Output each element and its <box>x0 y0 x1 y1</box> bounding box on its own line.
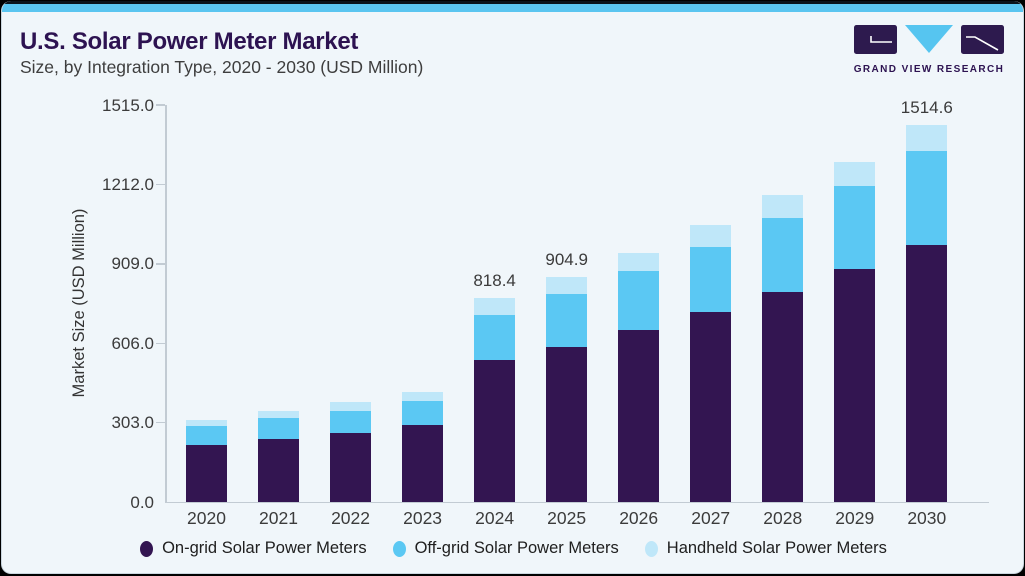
bar-total-label: 1514.6 <box>900 97 953 117</box>
y-tick-mark <box>156 263 165 265</box>
legend-dot <box>140 540 154 557</box>
bar-2026-off-grid <box>618 271 660 331</box>
x-tick-label: 2024 <box>475 508 515 528</box>
bar-2028-handheld <box>762 194 804 219</box>
bar-2029-handheld <box>834 162 876 186</box>
bar-2024-handheld <box>474 298 516 315</box>
y-axis-title: Market Size (USD Million) <box>70 208 88 398</box>
y-tick-label: 909.0 <box>111 254 154 274</box>
legend-label: On-grid Solar Power Meters <box>162 539 367 557</box>
x-axis-line <box>165 501 989 503</box>
x-tick-label: 2025 <box>547 508 587 528</box>
page-title: U.S. Solar Power Meter Market <box>20 28 359 55</box>
logo-text: GRAND VIEW RESEARCH <box>853 64 1005 75</box>
y-tick-label: 1515.0 <box>102 95 154 115</box>
bar-2030-on-grid <box>906 244 948 502</box>
bar-2023-off-grid <box>402 400 444 426</box>
top-dark-edge <box>2 1 1023 4</box>
bar-2030-off-grid <box>906 150 948 245</box>
legend-dot <box>644 540 658 557</box>
y-tick-label: 606.0 <box>111 333 154 353</box>
bar-2020-handheld <box>186 420 227 427</box>
bar-2025-handheld <box>546 276 588 295</box>
bar-2021-off-grid <box>258 417 300 440</box>
legend-label: Handheld Solar Power Meters <box>666 539 887 557</box>
legend-item-handheld: Handheld Solar Power Meters <box>644 539 887 558</box>
bar-2030-handheld <box>906 124 948 151</box>
y-tick-label: 1212.0 <box>102 175 154 195</box>
page-subtitle: Size, by Integration Type, 2020 - 2030 (… <box>20 57 424 77</box>
y-tick-mark <box>156 342 165 345</box>
bar-2026-on-grid <box>618 330 660 502</box>
bar-2028-off-grid <box>762 218 804 292</box>
x-tick-label: 2023 <box>403 508 443 528</box>
x-tick-label: 2029 <box>835 508 875 528</box>
bar-2023-handheld <box>402 391 444 401</box>
x-tick-label: 2020 <box>187 508 226 528</box>
bar-2026-handheld <box>618 252 660 272</box>
bar-2029-on-grid <box>834 268 876 502</box>
bar-2022-handheld <box>330 401 372 411</box>
x-tick-label: 2030 <box>907 508 947 528</box>
legend-dot <box>392 540 406 557</box>
bar-2024-off-grid <box>474 314 516 361</box>
x-tick-label: 2022 <box>331 508 371 528</box>
bar-2024-on-grid <box>474 360 516 502</box>
bar-2025-on-grid <box>546 346 588 502</box>
bar-2021-handheld <box>258 411 300 418</box>
x-tick-label: 2021 <box>259 508 298 528</box>
y-tick-mark <box>156 104 165 106</box>
bar-2022-on-grid <box>330 432 372 502</box>
y-tick-mark <box>156 421 165 424</box>
legend-item-off-grid: Off-grid Solar Power Meters <box>392 539 619 558</box>
bar-2023-on-grid <box>402 425 444 502</box>
x-tick-label: 2026 <box>619 508 659 528</box>
y-tick-mark <box>156 183 165 186</box>
bar-2020-off-grid <box>186 426 227 445</box>
chart-legend: On-grid Solar Power Meters Off-grid Solar… <box>2 539 1023 558</box>
y-tick-label: 303.0 <box>111 413 154 433</box>
bar-2021-on-grid <box>258 439 300 502</box>
x-tick-label: 2027 <box>691 508 731 528</box>
bar-total-label: 904.9 <box>545 249 588 269</box>
gvr-logo-icon <box>854 25 1004 54</box>
x-tick-label: 2028 <box>763 508 803 528</box>
bar-2027-handheld <box>690 225 732 248</box>
bar-2020-on-grid <box>186 444 227 502</box>
bar-2025-off-grid <box>546 294 588 347</box>
grand-view-research-logo: GRAND VIEW RESEARCH <box>853 25 1005 75</box>
bar-2029-off-grid <box>834 185 876 269</box>
y-axis-line <box>165 105 167 503</box>
legend-item-on-grid: On-grid Solar Power Meters <box>140 539 367 558</box>
y-tick-label: 0.0 <box>130 492 154 512</box>
bar-2027-on-grid <box>690 311 732 502</box>
bar-total-label: 818.4 <box>473 271 516 291</box>
legend-label: Off-grid Solar Power Meters <box>414 539 619 557</box>
bar-2022-off-grid <box>330 410 372 433</box>
top-accent-bar <box>2 4 1023 12</box>
bar-2027-off-grid <box>690 247 732 312</box>
bar-2028-on-grid <box>762 291 804 502</box>
